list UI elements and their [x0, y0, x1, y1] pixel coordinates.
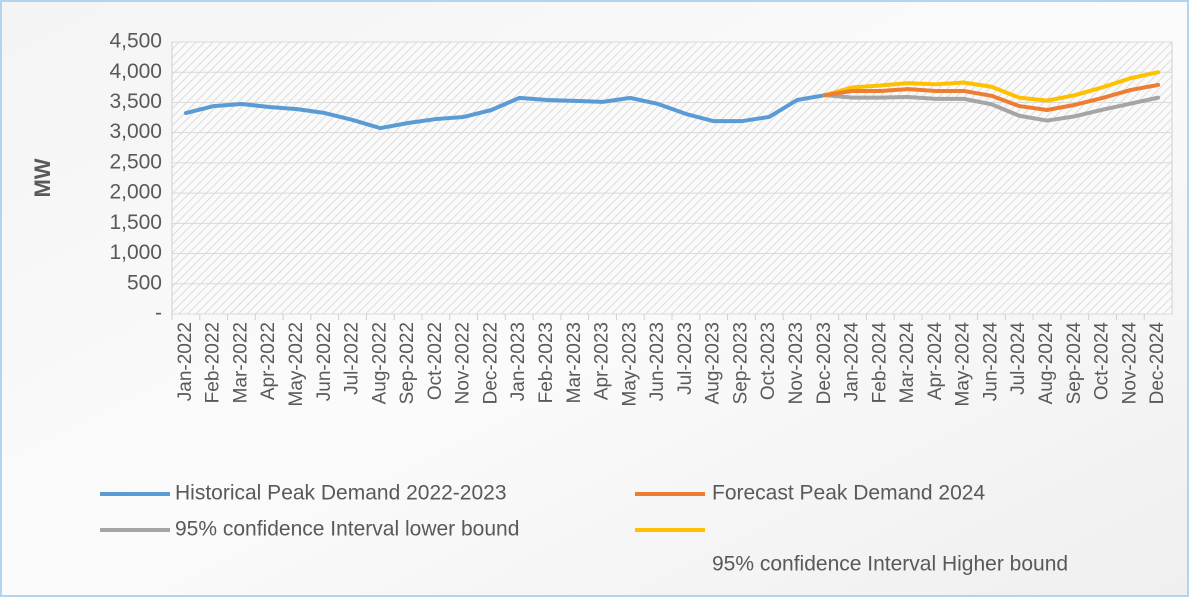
x-tick-label: Feb-2024 [869, 322, 890, 404]
x-tick-label: Aug-2022 [369, 322, 390, 404]
series-line [183, 93, 827, 131]
legend-label: 95% confidence Interval Higher bound [712, 553, 1068, 576]
x-tick-label: Nov-2024 [1119, 322, 1140, 405]
y-axis-label: MW [30, 158, 55, 197]
x-tick-label: Sep-2024 [1064, 322, 1085, 405]
x-tick-label: Mar-2024 [897, 322, 918, 404]
legend-label: Forecast Peak Demand 2024 [712, 482, 985, 505]
x-tick-label: Apr-2023 [592, 322, 613, 400]
x-tick-label: Apr-2022 [258, 322, 279, 400]
y-tick-label: 3,500 [109, 90, 162, 113]
x-tick-label: Mar-2023 [564, 322, 585, 403]
x-tick-label: Dec-2022 [480, 322, 501, 404]
y-tick-label: 2,500 [109, 150, 162, 173]
x-tick-label: Feb-2022 [203, 322, 224, 403]
x-tick-label: Sep-2022 [397, 322, 418, 404]
x-tick-label: May-2022 [286, 322, 307, 407]
legend-label: 95% confidence Interval lower bound [175, 518, 519, 541]
y-tick-label: 2,000 [109, 181, 162, 204]
y-tick-label: 500 [127, 271, 162, 294]
y-tick-label: 3,000 [109, 120, 162, 143]
x-tick-label: Jul-2022 [342, 322, 363, 395]
plot-area [171, 41, 1173, 315]
series-line [822, 82, 1161, 112]
x-tick-label: Jun-2023 [647, 322, 668, 401]
y-tick-label: - [155, 302, 162, 325]
series-line [822, 93, 1161, 123]
x-tick-label: Apr-2024 [925, 322, 946, 401]
x-tick-label: Mar-2022 [230, 322, 251, 403]
x-tick-label: Jun-2024 [980, 322, 1001, 402]
x-tick-label: May-2024 [953, 322, 974, 407]
x-tick-label: Dec-2023 [814, 322, 835, 404]
y-tick-label: 1,000 [109, 241, 162, 264]
x-tick-label: Oct-2023 [758, 322, 779, 400]
series-line [822, 70, 1161, 103]
x-tick-label: May-2023 [619, 322, 640, 407]
x-tick-label: Oct-2022 [425, 322, 446, 400]
y-tick-label: 1,500 [109, 211, 162, 234]
x-tick-label: Jan-2023 [508, 322, 529, 401]
x-tick-label: Jan-2024 [842, 322, 863, 402]
x-tick-label: Jun-2022 [314, 322, 335, 401]
x-tick-label: Oct-2024 [1092, 322, 1113, 401]
x-tick-label: Sep-2023 [730, 322, 751, 404]
x-tick-label: Jan-2022 [175, 322, 196, 401]
x-tick-label: Jul-2024 [1008, 322, 1029, 395]
x-tick-label: Aug-2023 [703, 322, 724, 404]
x-tick-label: Dec-2024 [1147, 322, 1168, 405]
y-tick-label: 4,500 [109, 30, 162, 53]
x-tick-label: Nov-2022 [453, 322, 474, 404]
x-tick-label: Jul-2023 [675, 322, 696, 395]
x-tick-label: Aug-2024 [1036, 322, 1057, 405]
y-tick-label: 4,000 [109, 60, 162, 83]
legend-label: Historical Peak Demand 2022-2023 [175, 482, 507, 505]
x-tick-label: Feb-2023 [536, 322, 557, 403]
x-tick-label: Nov-2023 [786, 322, 807, 404]
